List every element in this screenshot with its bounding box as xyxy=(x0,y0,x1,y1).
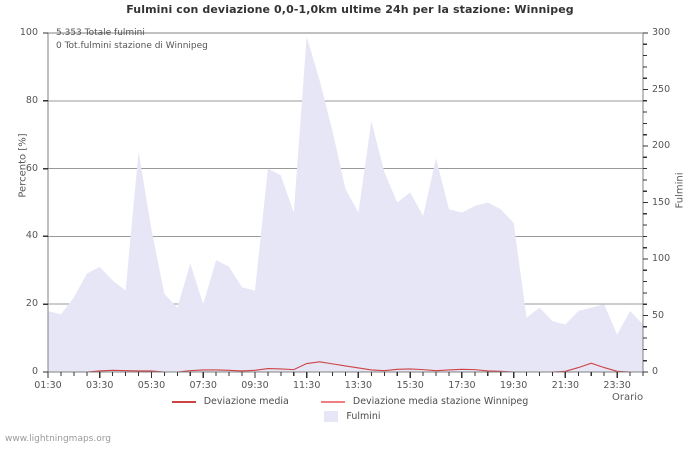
total-lightning-annotation: 5.353 Totale fulmini xyxy=(56,28,145,38)
y-axis-right-label: Fulmini xyxy=(674,172,686,209)
legend-label: Deviazione media xyxy=(203,396,289,407)
station-lightning-annotation: 0 Tot.fulmini stazione di Winnipeg xyxy=(56,41,208,51)
x-axis-tick: 19:30 xyxy=(499,380,528,391)
legend-line-swatch xyxy=(171,400,196,403)
y-axis-left-tick: 100 xyxy=(19,27,38,38)
y-axis-right-tick: 250 xyxy=(652,83,671,95)
y-axis-left-tick: 80 xyxy=(25,94,38,106)
x-axis-tick: 03:30 xyxy=(86,380,114,391)
y-axis-right-tick: 300 xyxy=(652,27,671,38)
y-axis-right-tick: 0 xyxy=(652,366,659,377)
legend-label: Deviazione media stazione Winnipeg xyxy=(352,396,529,407)
x-axis-tick: 09:30 xyxy=(241,380,269,391)
x-axis-tick: 15:30 xyxy=(396,380,424,391)
x-axis-tick: 07:30 xyxy=(189,380,217,391)
y-axis-right-tick: 150 xyxy=(652,196,671,208)
footer-watermark: www.lightningmaps.org xyxy=(5,434,111,444)
x-axis-tick: 05:30 xyxy=(137,380,166,391)
y-axis-left-tick: 20 xyxy=(25,298,38,310)
lightning-area-series xyxy=(48,36,643,372)
y-axis-right-tick: 200 xyxy=(652,140,671,151)
x-axis-tick: 23:30 xyxy=(603,380,631,391)
y-axis-left-tick: 60 xyxy=(25,162,38,174)
legend-line-swatch xyxy=(320,400,345,403)
x-axis-label: Orario xyxy=(612,392,644,403)
x-axis-tick: 17:30 xyxy=(448,380,476,391)
legend-item[interactable]: Deviazione media stazione Winnipeg xyxy=(320,396,529,407)
x-axis-tick: 01:30 xyxy=(34,380,62,391)
legend-item[interactable]: Fulmini xyxy=(319,411,381,422)
y-axis-right-tick: 50 xyxy=(652,309,665,321)
y-axis-right-tick: 100 xyxy=(652,253,671,264)
chart-legend: Deviazione media Deviazione media stazion… xyxy=(0,394,700,424)
x-axis-tick: 11:30 xyxy=(292,380,321,391)
page-title: Fulmini con deviazione 0,0-1,0km ultime … xyxy=(126,3,574,16)
x-axis-tick: 21:30 xyxy=(551,380,580,391)
legend-label: Fulmini xyxy=(346,411,381,422)
y-axis-left-tick: 40 xyxy=(25,230,38,242)
legend-area-swatch xyxy=(324,411,339,422)
legend-item[interactable]: Deviazione media xyxy=(171,396,289,407)
x-axis-tick: 13:30 xyxy=(344,380,373,391)
y-axis-left-tick: 0 xyxy=(31,366,38,377)
